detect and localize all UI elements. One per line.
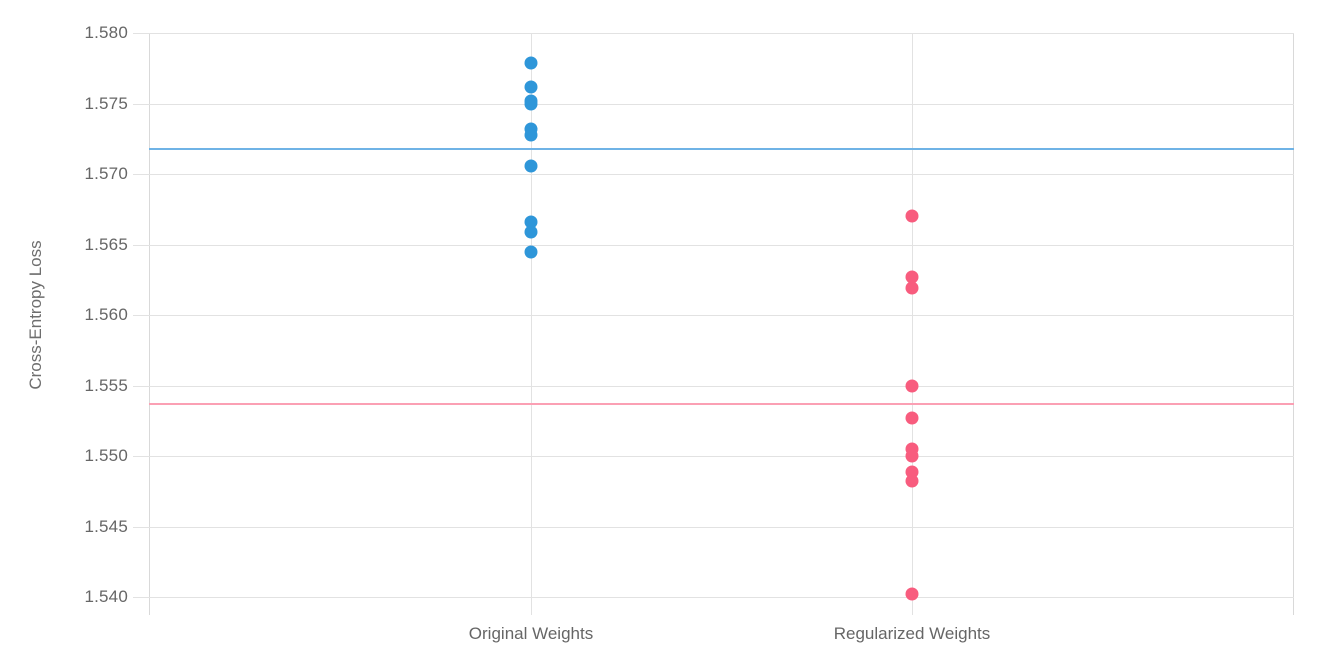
y-gridline [133, 244, 1294, 246]
y-gridline [133, 597, 1294, 598]
y-gridline [133, 33, 1294, 34]
data-point [524, 97, 538, 110]
mean-line [149, 147, 1294, 150]
y-tick-label: 1.555 [84, 375, 128, 395]
y-tick-label: 1.565 [84, 234, 128, 254]
data-point [905, 281, 919, 295]
data-point [905, 474, 919, 488]
y-tick-label: 1.575 [84, 93, 128, 113]
data-point [905, 411, 919, 425]
data-point [524, 245, 538, 259]
data-point [524, 56, 538, 70]
data-point [524, 128, 538, 142]
data-point [524, 225, 538, 239]
data-point [905, 587, 919, 601]
y-gridline [133, 456, 1294, 457]
plot-area [133, 33, 1294, 615]
mean-line [149, 402, 1294, 405]
y-tick-label: 1.580 [84, 23, 128, 42]
y-tick-label: 1.540 [84, 587, 128, 606]
y-tick-label: 1.570 [84, 164, 128, 183]
data-point [524, 215, 538, 229]
y-gridline [133, 103, 1294, 105]
y-tick-label: 1.545 [84, 516, 128, 536]
data-point [905, 449, 919, 463]
x-axis-labels: Original Weights Regularized Weights [149, 624, 1294, 650]
y-gridline [133, 526, 1294, 528]
category-gridline [912, 33, 913, 615]
data-point [905, 270, 919, 284]
category-gridline [531, 33, 532, 615]
data-point [905, 465, 919, 478]
data-point [524, 159, 538, 173]
y-gridline [133, 174, 1294, 175]
y-axis-line [149, 33, 150, 615]
data-point [524, 80, 538, 94]
plot-right-border [1293, 33, 1294, 615]
y-tick-label: 1.550 [84, 446, 128, 465]
x-tick-label: Regularized Weights [833, 624, 991, 643]
x-tick-label: Original Weights [468, 624, 594, 643]
y-gridline [133, 385, 1294, 387]
y-axis-tick-labels: 1.580 1.575 1.570 1.565 1.560 1.555 1.550 1.545… [0, 23, 128, 615]
data-point [905, 209, 919, 223]
y-tick-label: 1.560 [84, 305, 128, 324]
data-point [905, 379, 919, 392]
y-gridline [133, 315, 1294, 316]
